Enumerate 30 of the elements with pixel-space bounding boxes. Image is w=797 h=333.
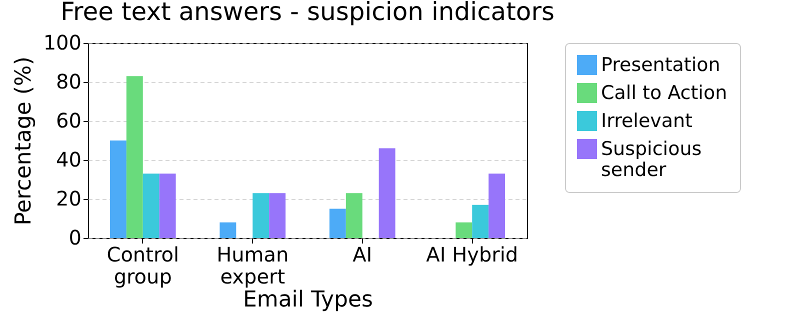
bar	[159, 174, 176, 238]
legend-label: Irrelevant	[601, 110, 693, 132]
y-tick-label: 0	[68, 226, 82, 250]
bar	[329, 208, 346, 238]
bar	[142, 174, 160, 238]
bar	[220, 222, 236, 238]
y-tick-label: 100	[43, 30, 82, 54]
y-tick-label: 80	[56, 70, 82, 94]
bar	[378, 148, 396, 238]
x-axis-title: Email Types	[242, 288, 374, 312]
legend-label: Suspicious sender	[601, 138, 702, 181]
y-tick-label: 40	[56, 148, 82, 172]
bar	[110, 140, 126, 238]
x-tick-label: Human expert	[216, 242, 289, 288]
y-tick-label: 60	[56, 108, 82, 132]
bar	[472, 204, 489, 238]
bar	[346, 193, 362, 238]
bar	[488, 174, 506, 238]
bar	[269, 193, 286, 238]
y-tick-label: 20	[56, 186, 82, 210]
bar	[126, 76, 143, 238]
x-tick-label: AI	[352, 242, 372, 266]
bar	[252, 193, 270, 238]
legend-label: Call to Action	[601, 82, 728, 104]
legend-label: Presentation	[601, 54, 720, 76]
x-tick-label: AI Hybrid	[426, 242, 518, 266]
y-axis-title: Percentage (%)	[11, 56, 36, 226]
chart-title: Free text answers - suspicion indicators	[60, 0, 555, 26]
bar	[456, 222, 472, 238]
x-tick-label: Control group	[106, 242, 180, 288]
